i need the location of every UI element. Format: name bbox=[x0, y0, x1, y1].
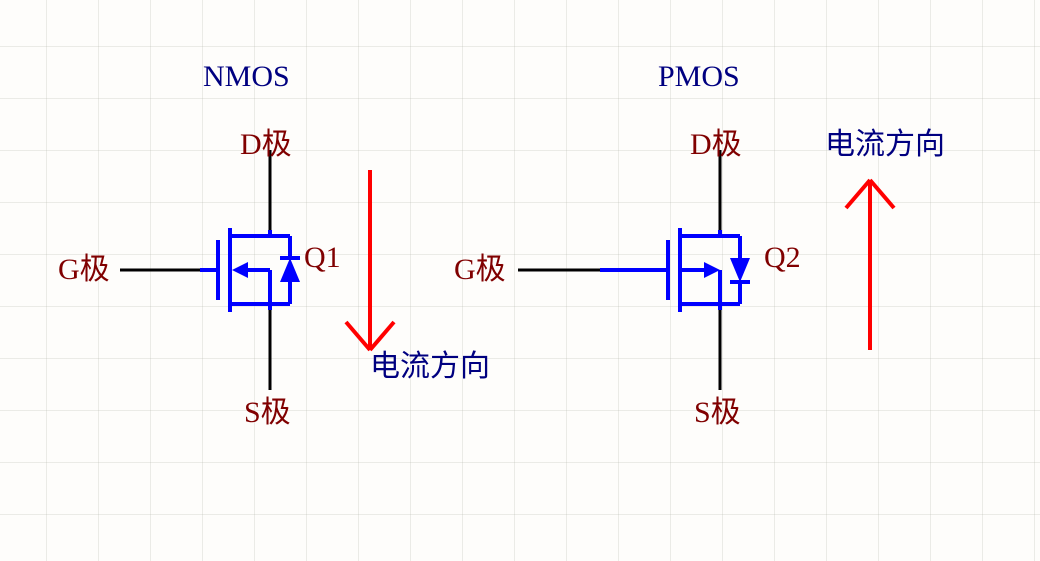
pmos-symbol bbox=[600, 228, 750, 312]
pmos-source-label: S极 bbox=[694, 398, 741, 428]
pmos-title: PMOS bbox=[658, 62, 740, 92]
pmos-drain-label: D极 bbox=[690, 130, 742, 160]
pmos-designator: Q2 bbox=[764, 243, 801, 273]
nmos-source-label: S极 bbox=[244, 398, 291, 428]
pmos-gate-label: G极 bbox=[454, 255, 506, 285]
pmos-current-label: 电流方向 bbox=[825, 130, 945, 160]
nmos-designator: Q1 bbox=[304, 243, 341, 273]
nmos-title: NMOS bbox=[203, 62, 290, 92]
nmos-symbol bbox=[200, 228, 300, 312]
nmos-current-arrow bbox=[346, 170, 394, 350]
nmos-gate-label: G极 bbox=[58, 255, 110, 285]
nmos-drain-label: D极 bbox=[240, 130, 292, 160]
pmos-current-arrow bbox=[846, 180, 894, 350]
nmos-current-label: 电流方向 bbox=[370, 352, 490, 382]
schematic-svg bbox=[0, 0, 1040, 561]
